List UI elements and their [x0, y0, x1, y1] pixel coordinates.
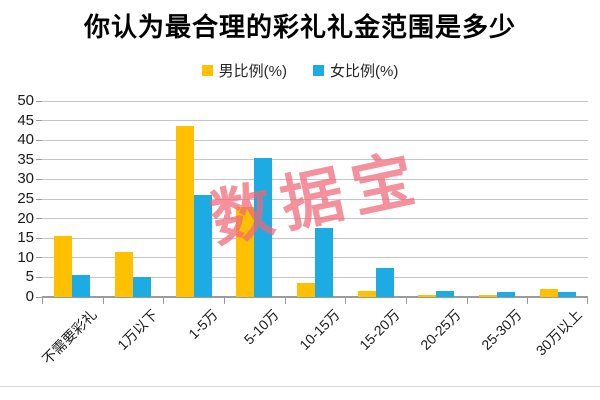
x-axis-tick	[224, 298, 225, 304]
y-axis-tick	[36, 100, 42, 102]
bar-male-8	[478, 295, 497, 297]
legend-label-male: 男比例(%)	[218, 63, 287, 80]
plot-area	[36, 100, 588, 304]
x-axis-tick	[587, 298, 588, 304]
gridline-40	[42, 139, 588, 141]
y-axis-tick-label: 50	[17, 92, 34, 109]
category-7	[406, 101, 467, 297]
bar-female-1	[72, 275, 91, 297]
bar-male-2	[114, 251, 133, 297]
y-axis-tick	[36, 198, 42, 200]
x-axis-tick	[345, 298, 346, 304]
bar-female-9	[557, 291, 576, 297]
legend-item-female: 女比例(%)	[313, 60, 398, 81]
gridline-30	[42, 178, 588, 180]
bar-male-5	[296, 283, 315, 297]
y-axis-tick	[36, 120, 42, 122]
y-axis-tick	[36, 139, 42, 141]
y-axis-tick-label: 35	[17, 150, 34, 168]
y-axis-tick	[36, 276, 42, 278]
y-axis-tick-label: 10	[17, 248, 34, 266]
y-axis-tick	[36, 218, 42, 220]
category-1	[42, 101, 103, 297]
bar-male-7	[418, 295, 437, 297]
bar-female-4	[254, 157, 273, 297]
x-axis-tick	[406, 298, 407, 304]
bar-male-9	[539, 289, 558, 297]
y-axis-tick	[36, 296, 42, 298]
x-axis-tick	[103, 298, 104, 304]
x-axis-tick	[527, 298, 528, 304]
legend: 男比例(%) 女比例(%)	[0, 60, 600, 81]
y-axis-tick-label: 45	[17, 111, 34, 129]
y-axis-tick	[36, 257, 42, 259]
legend-label-female: 女比例(%)	[330, 63, 399, 80]
female-series-swatch	[313, 65, 324, 76]
bar-female-7	[436, 291, 455, 297]
bar-female-8	[496, 292, 515, 297]
y-axis-tick	[36, 178, 42, 180]
bar-female-3	[193, 195, 212, 297]
x-axis-tick	[467, 298, 468, 304]
y-axis-tick-label: 30	[17, 170, 34, 188]
x-axis-tick	[42, 298, 43, 304]
bottom-divider	[0, 386, 600, 387]
x-axis-tick	[163, 298, 164, 304]
category-2	[103, 101, 164, 297]
legend-item-male: 男比例(%)	[201, 60, 287, 81]
category-5	[285, 101, 346, 297]
y-axis-tick-label: 5	[25, 268, 34, 286]
bar-female-5	[314, 228, 333, 297]
x-axis-tick	[285, 298, 286, 304]
gridline-45	[42, 120, 588, 122]
y-axis-tick-label: 0	[25, 288, 34, 305]
y-axis-tick	[36, 159, 42, 161]
gridline-35	[42, 159, 588, 161]
y-axis-tick-label: 25	[17, 190, 34, 207]
category-6	[345, 101, 406, 297]
gridline-50	[42, 100, 588, 102]
bar-male-4	[236, 206, 255, 297]
gridline-25	[42, 198, 588, 200]
y-axis-tick	[36, 237, 42, 239]
bar-male-3	[175, 126, 194, 297]
bar-male-1	[54, 236, 73, 297]
male-series-swatch	[201, 65, 213, 76]
category-9	[527, 101, 588, 297]
y-axis-tick-label: 15	[17, 229, 34, 247]
y-axis-tick-label: 40	[17, 131, 34, 149]
category-3	[163, 101, 224, 297]
bar-female-2	[132, 277, 151, 297]
bar-male-6	[357, 291, 376, 297]
gridline-20	[42, 218, 588, 220]
chart-title: 你认为最合理的彩礼礼金范围是多少	[83, 12, 516, 42]
y-axis-tick-label: 20	[17, 209, 34, 227]
category-8	[467, 101, 528, 297]
bar-female-6	[375, 267, 394, 297]
category-4	[224, 101, 285, 297]
